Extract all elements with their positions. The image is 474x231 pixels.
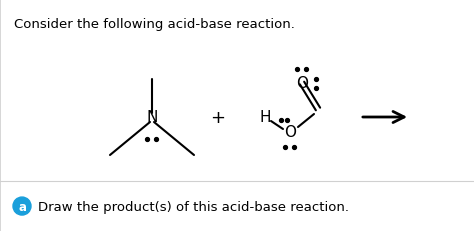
Text: H: H [259,110,271,125]
Text: Draw the product(s) of this acid-base reaction.: Draw the product(s) of this acid-base re… [38,200,349,213]
FancyArrowPatch shape [363,112,404,123]
Text: a: a [18,200,26,213]
Text: O: O [296,76,308,91]
Circle shape [13,197,31,215]
Text: Consider the following acid-base reaction.: Consider the following acid-base reactio… [14,18,295,31]
Text: +: + [210,109,226,126]
Text: O: O [284,125,296,140]
Text: N: N [146,110,158,125]
